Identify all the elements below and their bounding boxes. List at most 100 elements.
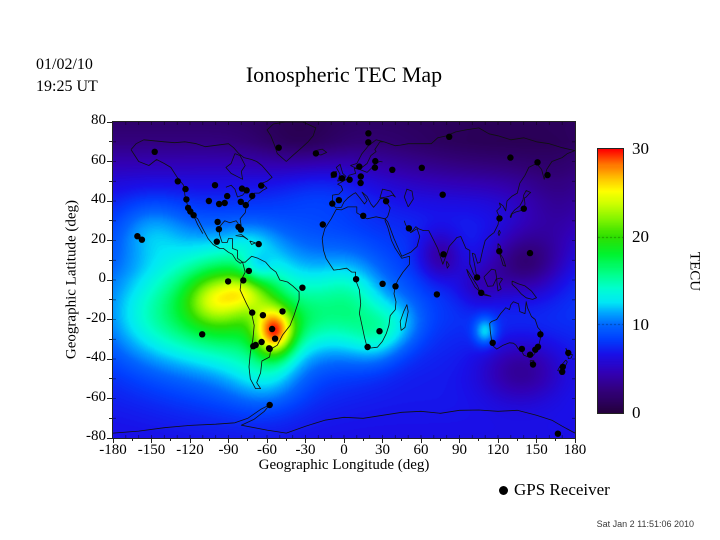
gps-receiver-dot bbox=[329, 200, 336, 207]
x-axis-minor-tick bbox=[324, 438, 326, 441]
gps-receiver-dot bbox=[376, 328, 383, 335]
x-tick-label: 0 bbox=[340, 442, 348, 458]
gps-receiver-dot bbox=[433, 291, 441, 298]
gps-receiver-dot bbox=[478, 289, 485, 296]
gps-receiver-dot bbox=[258, 182, 265, 189]
x-tick-label: -180 bbox=[99, 442, 127, 458]
y-axis-major-tick bbox=[107, 121, 113, 123]
gps-receiver-dot bbox=[529, 361, 537, 368]
gps-receiver-dot bbox=[252, 341, 259, 349]
generation-timestamp: Sat Jan 2 11:51:06 2010 bbox=[596, 519, 694, 529]
gps-receiver-dot bbox=[537, 331, 544, 338]
y-axis-major-tick bbox=[107, 240, 113, 241]
gps-receiver-dot bbox=[382, 198, 390, 205]
gps-receiver-dot bbox=[518, 345, 526, 353]
gps-receiver-dot bbox=[473, 274, 481, 281]
gps-receiver-dot bbox=[138, 236, 146, 243]
gps-receiver-dot bbox=[215, 200, 223, 208]
y-axis-major-tick bbox=[107, 200, 113, 202]
gps-receiver-dot bbox=[183, 196, 190, 203]
gps-receiver-dot bbox=[237, 198, 244, 205]
x-tick-label: -120 bbox=[176, 442, 204, 458]
gps-receiver-dot bbox=[389, 166, 396, 173]
gps-receiver-dot bbox=[526, 249, 534, 257]
gps-receiver-dot bbox=[245, 267, 253, 275]
gps-receiver-dot bbox=[214, 218, 221, 226]
gps-receiver-dot bbox=[279, 308, 286, 315]
gps-receiver-dot bbox=[243, 187, 250, 194]
gps-receiver-dot bbox=[255, 240, 262, 248]
gps-receiver-dot-icon bbox=[499, 486, 508, 495]
y-axis-minor-tick bbox=[109, 259, 113, 261]
x-axis-major-tick bbox=[228, 438, 229, 443]
x-axis-minor-tick bbox=[247, 438, 249, 441]
x-tick-label: -30 bbox=[295, 442, 316, 458]
colorbar-tick-label: 30 bbox=[632, 139, 649, 158]
gps-receiver-dot bbox=[258, 338, 265, 346]
gps-receiver-dot bbox=[335, 197, 343, 204]
x-axis-minor-tick bbox=[170, 438, 172, 441]
y-tick-label: -80 bbox=[86, 428, 106, 444]
gps-receiver-dot bbox=[199, 331, 206, 338]
y-axis-major-tick bbox=[107, 398, 113, 399]
observation-datetime: 01/02/10 19:25 UT bbox=[36, 54, 98, 98]
map-inner-ticks bbox=[113, 122, 575, 438]
gps-receiver-dot bbox=[215, 226, 223, 233]
colorbar-tick-label: 0 bbox=[632, 403, 641, 422]
gps-receiver-dot bbox=[544, 171, 551, 179]
x-axis-label: Geographic Longitude (deg) bbox=[258, 457, 430, 473]
gps-receiver-dot bbox=[213, 238, 220, 245]
x-tick-label: 180 bbox=[563, 442, 587, 458]
colorbar-gradient bbox=[598, 149, 623, 413]
map-plot-area bbox=[112, 121, 576, 439]
x-axis-minor-tick bbox=[362, 438, 364, 441]
gps-receiver-dot bbox=[440, 251, 447, 258]
gps-receiver-dot bbox=[365, 139, 372, 146]
x-axis-major-tick bbox=[536, 438, 537, 443]
y-axis-major-tick bbox=[107, 319, 113, 320]
gps-receiver-dot bbox=[365, 130, 372, 137]
y-axis-major-tick bbox=[107, 279, 113, 281]
x-axis-major-tick bbox=[497, 438, 499, 443]
gps-receiver-dot bbox=[534, 343, 542, 350]
y-axis-major-tick bbox=[107, 161, 113, 162]
gps-receiver-dot bbox=[205, 197, 213, 205]
gps-receiver-dot bbox=[559, 363, 566, 371]
y-axis-minor-tick bbox=[109, 299, 113, 301]
gps-receiver-dot bbox=[182, 185, 189, 193]
x-axis-major-tick bbox=[459, 438, 460, 443]
x-axis-minor-tick bbox=[285, 438, 287, 441]
x-axis-major-tick bbox=[305, 438, 306, 443]
gps-receiver-dot bbox=[330, 171, 338, 178]
gps-receiver-dot bbox=[275, 144, 282, 151]
gps-receiver-dot bbox=[554, 430, 562, 437]
y-tick-label: 40 bbox=[91, 191, 106, 207]
x-axis-minor-tick bbox=[555, 438, 557, 441]
y-axis-minor-tick bbox=[109, 141, 113, 143]
gps-receiver-dot bbox=[312, 150, 320, 157]
gps-receiver-dot bbox=[418, 164, 425, 171]
y-axis-major-tick bbox=[107, 358, 113, 360]
observation-date: 01/02/10 bbox=[36, 56, 93, 73]
y-tick-label: 60 bbox=[91, 151, 106, 168]
gps-receiver-dot bbox=[266, 401, 273, 409]
x-axis-minor-tick bbox=[401, 438, 403, 441]
y-axis-minor-tick bbox=[109, 220, 113, 222]
gps-receiver-dot bbox=[489, 339, 496, 346]
gps-receiver-dot bbox=[496, 248, 503, 255]
colorbar-tick-label: 20 bbox=[632, 227, 649, 246]
gps-receiver-dot bbox=[364, 343, 371, 351]
x-tick-label: 150 bbox=[525, 442, 548, 458]
x-axis-major-tick bbox=[151, 438, 152, 443]
gps-receiver-dot bbox=[221, 199, 228, 207]
gps-receiver-dot bbox=[224, 278, 232, 285]
y-tick-label: 0 bbox=[98, 270, 107, 286]
gps-receiver-dot bbox=[357, 173, 364, 180]
gps-receiver-dot bbox=[319, 221, 326, 228]
x-axis-major-tick bbox=[112, 438, 114, 443]
gps-receiver-dot bbox=[446, 133, 453, 140]
x-tick-label: -150 bbox=[137, 442, 166, 458]
x-axis-minor-tick bbox=[131, 438, 133, 441]
y-axis-major-tick bbox=[107, 437, 113, 439]
x-tick-label: -60 bbox=[257, 442, 277, 458]
